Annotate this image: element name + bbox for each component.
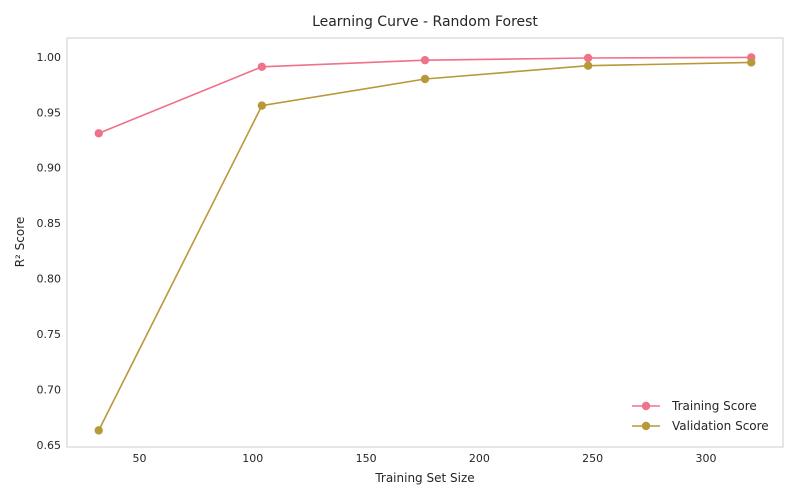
legend-item-validation-score: Validation Score [632, 419, 769, 433]
legend-label: Validation Score [672, 419, 769, 433]
x-tick-label: 250 [582, 452, 603, 465]
x-axis-label: Training Set Size [374, 471, 474, 485]
y-tick-label: 0.70 [37, 383, 62, 396]
data-point-training-score [583, 53, 593, 63]
data-point-validation-score [583, 61, 593, 70]
data-point-validation-score [94, 426, 103, 435]
x-tick-label: 50 [133, 452, 147, 465]
data-point-training-score [94, 129, 103, 138]
legend-marker [641, 401, 651, 411]
y-tick-label: 0.80 [37, 273, 62, 286]
legend-item-training-score: Training Score [632, 399, 757, 413]
y-tick-label: 0.90 [37, 162, 62, 175]
chart-title: Learning Curve - Random Forest [312, 14, 538, 30]
y-tick-label: 0.75 [37, 328, 62, 341]
data-point-validation-score [747, 58, 756, 67]
plot-area-frame [66, 37, 784, 448]
legend-marker [641, 421, 651, 431]
y-tick-label: 0.85 [37, 217, 62, 230]
y-tick-label: 0.65 [37, 439, 62, 452]
legend-label: Training Score [671, 399, 757, 413]
y-tick-label: 0.95 [37, 106, 62, 119]
series-layer [94, 53, 756, 435]
y-axis-ticks: 0.65 0.70 0.75 0.80 0.85 0.90 0.95 1.00 [37, 51, 62, 452]
legend: Training Score Validation Score [632, 399, 769, 433]
data-point-validation-score [420, 74, 430, 84]
x-tick-label: 100 [242, 452, 263, 465]
x-tick-label: 150 [356, 452, 377, 465]
series-validation-score [94, 58, 756, 435]
x-tick-label: 200 [469, 452, 490, 465]
data-point-validation-score [257, 101, 267, 110]
y-tick-label: 1.00 [37, 51, 62, 64]
x-axis-ticks: 50 100 150 200 250 300 [133, 452, 717, 465]
data-point-training-score [420, 55, 430, 65]
y-axis-label: R² Score [13, 217, 27, 268]
x-tick-label: 300 [695, 452, 716, 465]
data-point-training-score [257, 62, 267, 72]
